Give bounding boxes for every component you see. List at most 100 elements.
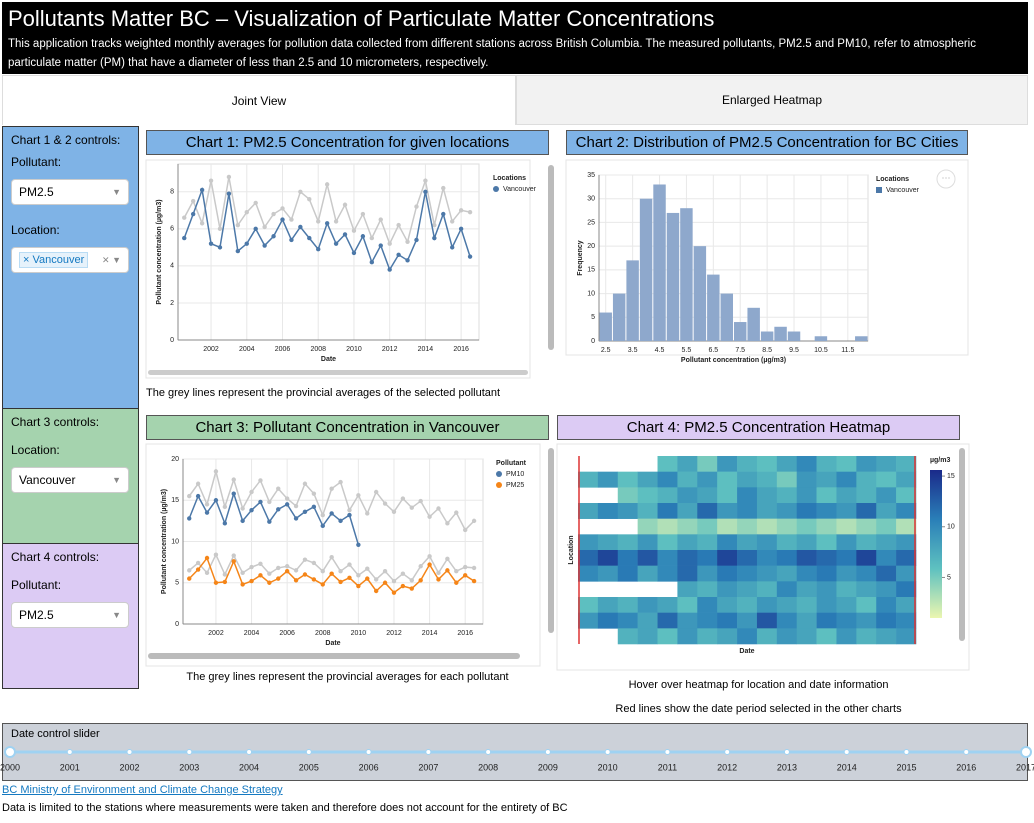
- data-point: [342, 232, 348, 237]
- heat-cell: [737, 597, 758, 613]
- x-axis-label: Date: [321, 356, 336, 363]
- y-tick-label: 20: [171, 456, 179, 463]
- slider-label: 2008: [478, 762, 498, 772]
- heat-cell: [856, 518, 877, 535]
- data-point: [262, 243, 267, 248]
- data-point: [284, 569, 290, 574]
- bar: [787, 331, 801, 341]
- heat-cell: [776, 503, 798, 519]
- scrollbar[interactable]: [148, 653, 520, 659]
- chart-frame: [145, 443, 541, 667]
- app-title: Pollutants Matter BC – Visualization of …: [8, 6, 715, 31]
- dropdown[interactable]: × Vancouver ✕ ▼: [11, 247, 129, 273]
- slider-handle[interactable]: [4, 746, 16, 758]
- slider-label: 2017: [1016, 762, 1034, 772]
- data-point: [284, 502, 290, 507]
- series-line: [183, 176, 471, 246]
- heat-cell: [657, 597, 678, 613]
- data-point: [182, 215, 187, 220]
- data-point: [311, 577, 317, 582]
- x-tick-label: 11.5: [841, 347, 854, 354]
- data-point: [244, 241, 249, 246]
- data-point: [329, 486, 334, 491]
- data-point: [373, 577, 379, 582]
- panel-title: Chart 3 controls:: [11, 415, 100, 429]
- data-point: [329, 571, 334, 576]
- dropdown[interactable]: PM2.5 ▼: [11, 179, 129, 205]
- heat-cell: [578, 534, 599, 551]
- data-point: [329, 554, 334, 560]
- data-point: [427, 554, 432, 559]
- heat-cell: [816, 612, 837, 629]
- chip-value: Vancouver: [32, 254, 85, 266]
- heat-cell: [697, 503, 718, 519]
- heat-cell: [737, 471, 758, 488]
- header: Pollutants Matter BC – Visualization of …: [2, 2, 1028, 74]
- heat-cell: [617, 487, 638, 504]
- tab[interactable]: Joint View: [2, 75, 516, 125]
- heat-cell: [776, 471, 798, 488]
- data-point: [333, 241, 339, 246]
- heat-cell: [677, 518, 698, 535]
- menu-button[interactable]: [936, 169, 956, 189]
- heat-cell: [836, 565, 857, 582]
- heat-cell: [677, 597, 698, 613]
- heat-cell: [717, 581, 738, 598]
- heat-cell: [776, 534, 798, 551]
- scrollbar[interactable]: [548, 165, 554, 350]
- heat-cell: [896, 503, 917, 519]
- heat-cell: [737, 550, 758, 566]
- data-point: [454, 580, 459, 585]
- heat-cell: [856, 487, 877, 504]
- bar: [760, 331, 774, 341]
- heat-cell: [756, 456, 778, 472]
- heat-cell: [617, 550, 638, 566]
- series-line: [183, 187, 471, 272]
- data-point: [240, 582, 245, 587]
- data-point: [396, 252, 401, 257]
- data-point: [409, 586, 414, 591]
- heat-cell: [617, 597, 638, 613]
- heat-cell: [796, 534, 817, 551]
- heat-cell: [657, 503, 678, 519]
- data-point: [382, 580, 388, 585]
- dropdown[interactable]: Vancouver ▼: [11, 467, 129, 493]
- heat-cell: [896, 471, 917, 488]
- heat-cell: [697, 612, 718, 629]
- legend-label: PM10: [506, 471, 524, 478]
- chip[interactable]: × Vancouver: [19, 252, 89, 268]
- heat-cell: [657, 487, 678, 504]
- bar: [612, 293, 626, 341]
- data-point: [190, 198, 196, 204]
- x-tick-label: 4.5: [655, 347, 665, 354]
- dropdown[interactable]: PM2.5 ▼: [11, 602, 129, 628]
- tab[interactable]: Enlarged Heatmap: [516, 75, 1028, 125]
- legend-title: µg/m3: [930, 457, 950, 464]
- heat-cell: [737, 487, 758, 504]
- data-point: [235, 248, 241, 254]
- heat-cell: [597, 550, 619, 566]
- slider-label: 2009: [538, 762, 558, 772]
- scrollbar[interactable]: [959, 448, 965, 641]
- chart-caption: Red lines show the date period selected …: [615, 703, 902, 715]
- data-point: [471, 578, 477, 584]
- heat-cell: [836, 612, 857, 629]
- data-point: [405, 239, 410, 245]
- data-point: [195, 560, 201, 566]
- slider-mark: [843, 749, 850, 755]
- slider-mark: [604, 749, 611, 755]
- data-point: [217, 245, 223, 250]
- scrollbar[interactable]: [548, 448, 554, 633]
- data-point: [222, 521, 228, 526]
- footer-link[interactable]: BC Ministry of Environment and Climate C…: [2, 784, 283, 796]
- scrollbar[interactable]: [148, 370, 528, 375]
- data-point: [276, 507, 281, 512]
- data-point: [190, 211, 196, 217]
- x-tick-label: 2010: [351, 630, 367, 637]
- data-point: [195, 567, 201, 572]
- slider-handle[interactable]: [1020, 746, 1032, 758]
- heat-cell: [836, 597, 857, 613]
- x-axis-label: Pollutant concentration (µg/m3): [681, 357, 786, 364]
- heat-cell: [816, 503, 837, 519]
